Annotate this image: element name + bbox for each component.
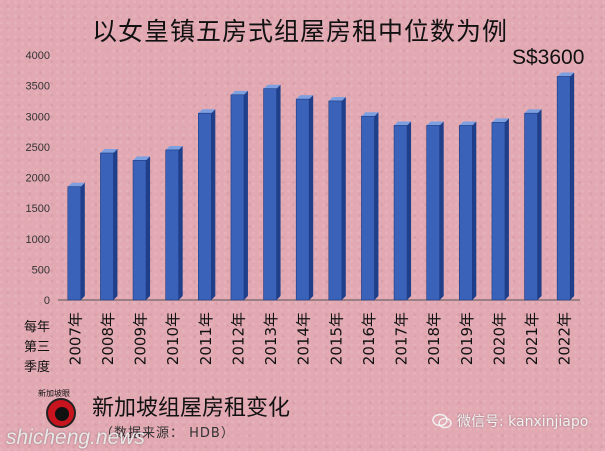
y-tick-label: 2000 [26, 173, 50, 185]
y-tick-label: 1000 [26, 234, 50, 246]
source-note: （数据来源： HDB） [100, 426, 235, 441]
bar-top-face [198, 109, 216, 114]
bar-side-face [537, 109, 542, 300]
bar-top-face [263, 84, 281, 89]
bar-side-face [178, 145, 183, 300]
x-tick-label: 2021年 [523, 312, 541, 365]
bar-top-face [491, 118, 509, 123]
wechat-icon [432, 413, 452, 429]
bar [230, 94, 245, 301]
x-axis-header: 每年 第三 季度 [22, 318, 52, 378]
x-tick-label: 2013年 [262, 312, 280, 365]
bar-top-face [361, 112, 379, 117]
site-watermark: shicheng.news [6, 426, 145, 449]
x-tick-label: 2018年 [425, 312, 443, 365]
x-tick-label: 2017年 [393, 312, 411, 365]
bar-side-face [243, 90, 248, 300]
x-tick-label: 2014年 [295, 312, 313, 365]
bar-side-face [472, 121, 477, 300]
x-tick-label: 2012年 [229, 312, 247, 365]
x-tick-label: 2011年 [197, 312, 215, 365]
bar-top-face [230, 90, 248, 95]
wechat-watermark: 微信号: kanxinjiapo [432, 411, 588, 431]
y-tick-label: 4000 [26, 50, 50, 62]
bar-side-face [146, 156, 151, 300]
x-tick-label: 2010年 [164, 312, 182, 365]
bar-top-face [394, 121, 412, 126]
x-axis-header-line-2: 第三 [23, 340, 50, 355]
bar-side-face [309, 95, 314, 300]
bar [328, 100, 343, 301]
bar [132, 160, 147, 301]
x-axis-header-line-3: 季度 [23, 360, 50, 375]
bar [198, 112, 212, 301]
y-tick-label: 3500 [26, 81, 50, 93]
bar-top-face [426, 121, 444, 126]
bar-side-face [211, 109, 216, 300]
y-tick-label: 1500 [26, 203, 50, 215]
x-tick-label: 2020年 [490, 312, 508, 365]
bar-top-face [296, 95, 314, 100]
logo-text: 新加坡眼 [38, 389, 70, 398]
bar-top-face [133, 156, 151, 161]
y-tick-label: 3000 [26, 111, 50, 123]
bar-top-face [459, 121, 477, 126]
logo-icon [46, 398, 76, 428]
y-tick-label: 0 [44, 295, 50, 307]
bar [67, 186, 82, 301]
bar-side-face [570, 72, 575, 300]
y-tick-label: 2500 [26, 142, 50, 154]
x-axis-header-line-1: 每年 [23, 320, 50, 335]
bar-side-face [276, 84, 281, 300]
chart-subtitle: 新加坡组屋房租变化 [92, 396, 291, 421]
bar-side-face [341, 96, 346, 300]
x-tick-label: 2009年 [132, 312, 150, 365]
bar-side-face [80, 182, 85, 300]
bar-top-face [524, 109, 542, 114]
bar-top-face [328, 96, 346, 101]
wechat-id: 微信号: kanxinjiapo [457, 414, 589, 430]
bar-side-face [113, 149, 118, 300]
bar-top-face [165, 145, 183, 150]
x-tick-label: 2007年 [66, 312, 84, 365]
x-tick-label: 2008年 [99, 312, 117, 365]
x-tick-label: 2016年 [360, 312, 378, 365]
bar [165, 149, 179, 301]
annotation-2022: S$3600 [512, 46, 585, 69]
x-tick-label: 2022年 [556, 312, 574, 365]
bar [295, 98, 310, 301]
bar-side-face [439, 121, 444, 300]
bar-side-face [407, 121, 412, 300]
bar-top-face [557, 72, 575, 77]
bar-top-face [100, 149, 118, 153]
bar [100, 152, 114, 301]
y-tick-label: 500 [32, 264, 50, 276]
bar [524, 112, 538, 301]
bar [393, 125, 408, 301]
bar [426, 125, 440, 301]
bar [459, 125, 473, 301]
bar [491, 122, 506, 301]
bar-top-face [67, 182, 85, 187]
bar [556, 76, 571, 301]
bar [263, 88, 277, 301]
chart-title: 以女皇镇五房式组屋房租中位数为例 [91, 17, 508, 46]
x-tick-label: 2019年 [458, 312, 476, 365]
x-tick-label: 2015年 [327, 312, 345, 365]
bar [361, 115, 375, 301]
bar-side-face [504, 118, 509, 300]
bar-side-face [374, 112, 379, 300]
